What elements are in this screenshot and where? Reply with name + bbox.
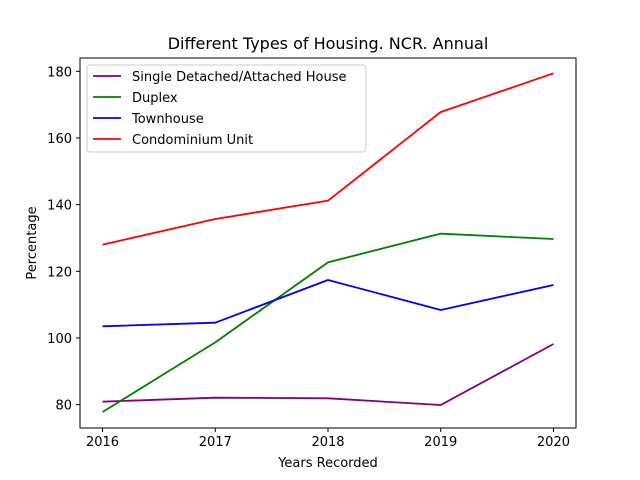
series-line-2: [102, 232, 554, 413]
y-axis-title: Percentage: [25, 206, 40, 279]
series-line-4: [102, 72, 554, 246]
y-tick-label: 140: [47, 199, 72, 214]
chart-title: Different Types of Housing. NCR. Annual: [168, 34, 489, 53]
x-tick-label: 2018: [311, 435, 344, 450]
legend-box: [86, 64, 367, 153]
x-tick-label: 2019: [424, 435, 457, 450]
y-axis: 80 100 120 140 160 180: [47, 65, 80, 414]
x-tick-label: 2017: [199, 435, 232, 450]
legend-label: Townhouse: [131, 112, 204, 127]
x-tick-label: 2016: [86, 435, 119, 450]
series-layer: [102, 72, 554, 413]
series-line-1: [102, 343, 554, 406]
x-tick-label: 2020: [537, 435, 570, 450]
legend-label: Duplex: [132, 91, 178, 106]
y-tick-label: 160: [47, 132, 72, 147]
y-tick-label: 120: [47, 265, 72, 280]
y-tick-label: 80: [55, 399, 72, 414]
legend-items: Single Detached/Attached House Duplex Town…: [93, 70, 347, 148]
series-line-3: [102, 279, 554, 328]
legend-label: Single Detached/Attached House: [132, 70, 347, 85]
y-tick-label: 180: [47, 65, 72, 80]
legend-label: Condominium Unit: [132, 133, 253, 148]
x-axis-title: Years Recorded: [277, 456, 378, 471]
x-axis: 2016 2017 2018 2019 2020: [86, 428, 570, 450]
legend: Single Detached/Attached House Duplex Town…: [86, 64, 367, 153]
y-tick-label: 100: [47, 332, 72, 347]
